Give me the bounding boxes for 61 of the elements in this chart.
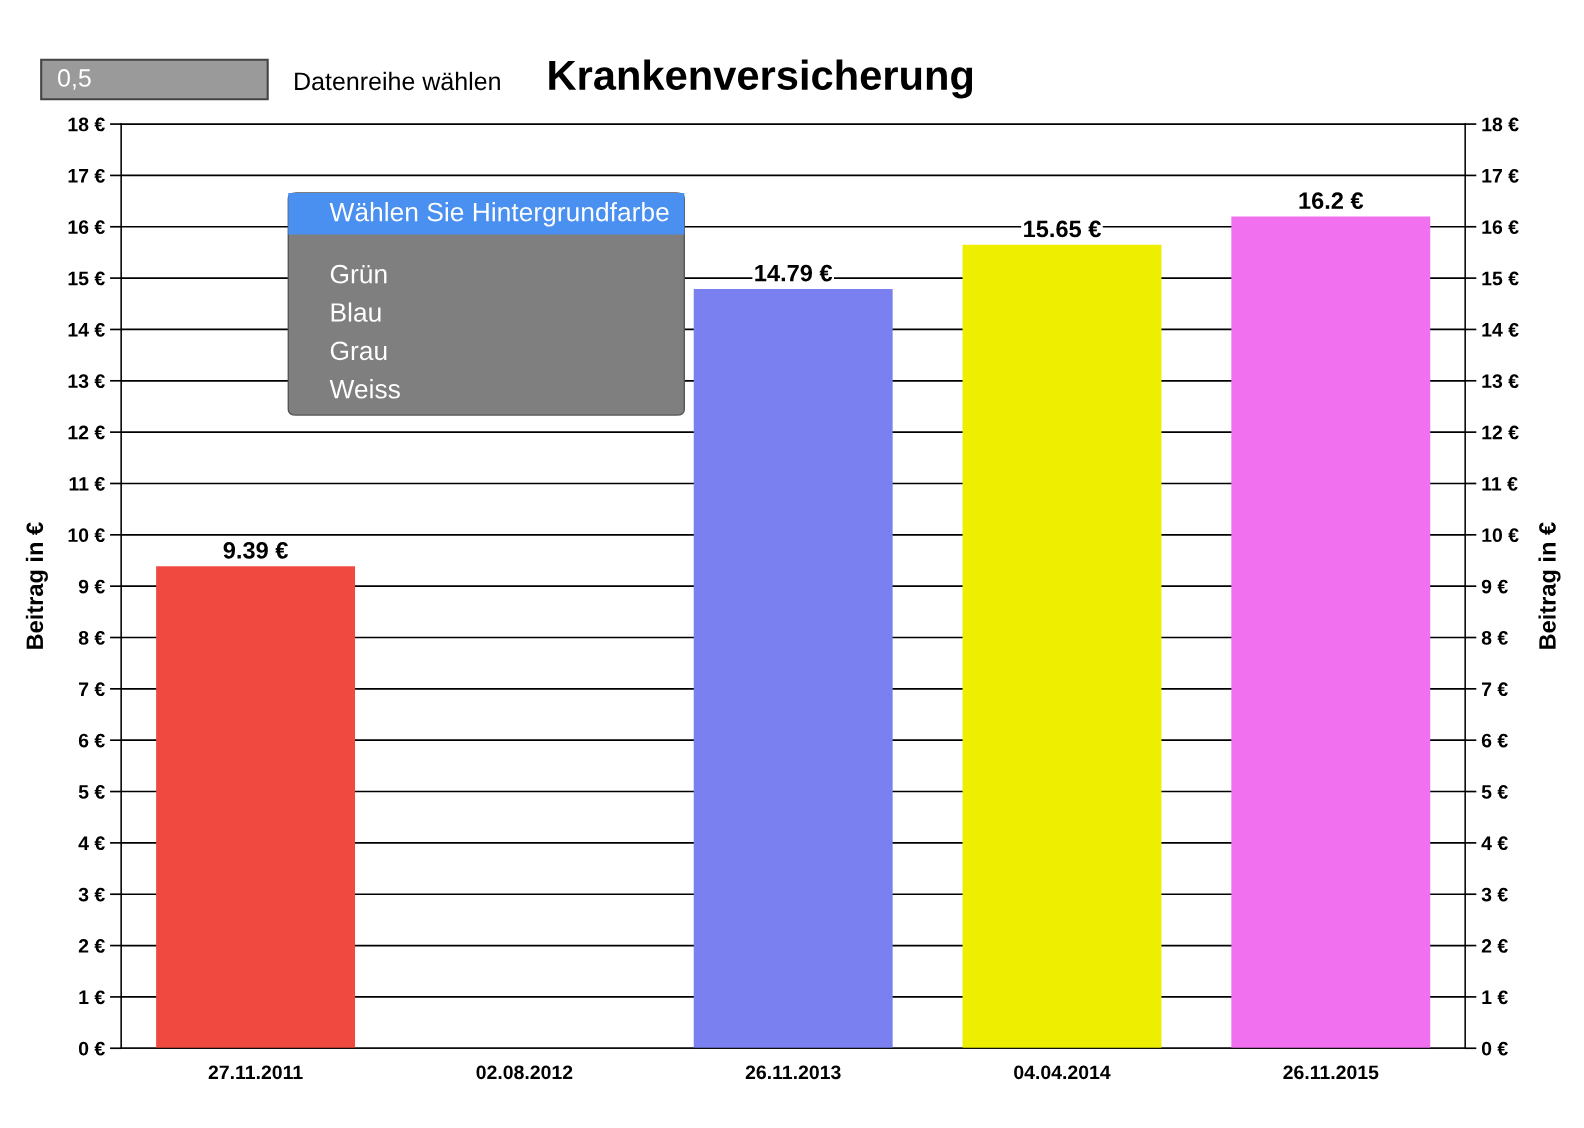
data-label: 14.79 € [755, 264, 833, 282]
y-tick-label: 14 € [68, 322, 105, 337]
data-label: 9.39 € [223, 541, 288, 559]
x-tick-label: 26.11.2015 [1283, 1065, 1379, 1080]
bar [156, 566, 356, 1049]
y-tick-label: 17 € [68, 168, 105, 183]
y-tick-label: 12 € [68, 425, 105, 440]
y2-tick-label: 6 € [1481, 733, 1508, 748]
y-tick-label: 8 € [78, 630, 105, 645]
y-tick-label: 2 € [78, 939, 105, 953]
y-tick-label: 11 € [69, 476, 105, 491]
y-tick-label: 1 € [79, 990, 105, 1005]
y-tick-label: 7 € [79, 682, 105, 697]
y2-axis-title: Beitrag in € [1538, 522, 1561, 649]
y2-tick-label: 14 € [1482, 322, 1519, 337]
bar [962, 244, 1162, 1049]
data-label: 15.65 € [1024, 220, 1101, 238]
y-tick-label: 9 € [78, 579, 105, 594]
y2-tick-label: 0 € [1481, 1041, 1508, 1056]
y2-tick-label: 11 € [1482, 476, 1518, 491]
y2-tick-label: 5 € [1481, 785, 1508, 799]
x-tick-label: 26.11.2013 [745, 1065, 841, 1080]
annotation: Blau [331, 302, 381, 322]
y2-tick-label: 3 € [1481, 887, 1508, 902]
y2-tick-label: 4 € [1481, 836, 1508, 851]
text: 0,5 [58, 69, 91, 90]
y2-tick-label: 10 € [1482, 528, 1519, 543]
y2-tick-label: 15 € [1482, 271, 1519, 286]
y-tick-label: 4 € [78, 836, 105, 851]
y2-tick-label: 7 € [1482, 682, 1508, 697]
y-tick-label: 16 € [68, 220, 105, 234]
y-tick-label: 0 € [78, 1041, 105, 1056]
y-tick-label: 3 € [78, 887, 105, 902]
text: Datenreihe wählen [295, 71, 500, 91]
y2-tick-label: 1 € [1482, 990, 1508, 1005]
y2-tick-label: 9 € [1481, 579, 1508, 594]
bar [693, 288, 893, 1049]
annotation: Wählen Sie Hintergrundfarbe [329, 202, 669, 227]
y2-tick-label: 16 € [1482, 220, 1519, 234]
annotation: Weiss [329, 379, 400, 399]
x-tick-label: 04.04.2014 [1014, 1065, 1111, 1080]
x-tick-label: 02.08.2012 [476, 1065, 573, 1080]
y-tick-label: 15 € [68, 271, 105, 286]
chart-title: Krankenversicherung [549, 59, 973, 99]
y-tick-label: 5 € [78, 785, 105, 799]
data-label: 16.2 € [1299, 192, 1364, 210]
y2-tick-label: 8 € [1481, 630, 1508, 645]
y2-tick-label: 2 € [1481, 939, 1508, 953]
bar [1231, 216, 1431, 1049]
annotation: Grün [330, 264, 387, 284]
y-tick-label: 13 € [68, 374, 105, 389]
y-axis-title: Beitrag in € [25, 522, 48, 649]
y-tick-label: 18 € [68, 117, 105, 132]
y2-tick-label: 13 € [1482, 374, 1519, 389]
annotation: Grau [330, 341, 387, 361]
x-tick-label: 27.11.2011 [208, 1065, 303, 1080]
y2-tick-label: 17 € [1482, 168, 1519, 183]
y-tick-label: 10 € [68, 528, 105, 543]
y-tick-label: 6 € [78, 733, 105, 748]
y2-tick-label: 12 € [1482, 425, 1519, 440]
y2-tick-label: 18 € [1482, 117, 1519, 132]
